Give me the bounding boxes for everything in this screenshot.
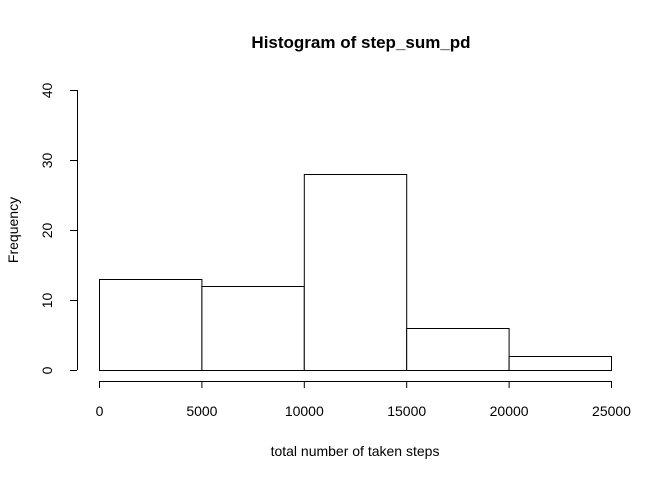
y-tick-label-2: 20 bbox=[39, 223, 55, 239]
y-axis-label: Frequency bbox=[5, 197, 21, 263]
y-tick-label-1: 10 bbox=[39, 293, 55, 309]
x-tick-label-4: 20000 bbox=[490, 403, 529, 419]
x-tick-label-1: 5000 bbox=[186, 403, 217, 419]
histogram-bar-2 bbox=[303, 174, 408, 371]
histogram-bar-0 bbox=[99, 279, 203, 371]
x-tick-label-2: 10000 bbox=[285, 403, 324, 419]
histogram-bar-1 bbox=[201, 286, 305, 371]
histogram-bar-3 bbox=[406, 328, 510, 371]
x-tick-label-3: 15000 bbox=[387, 403, 426, 419]
x-axis-label: total number of taken steps bbox=[271, 443, 440, 459]
bars-group bbox=[99, 174, 613, 371]
y-tick-label-0: 0 bbox=[39, 366, 55, 374]
x-tick-label-0: 0 bbox=[96, 403, 104, 419]
y-axis: 0 10 20 30 40 bbox=[39, 83, 78, 374]
y-tick-label-3: 30 bbox=[39, 153, 55, 169]
histogram-bar-4 bbox=[508, 356, 613, 371]
y-tick-label-4: 40 bbox=[39, 83, 55, 99]
x-axis: 0 5000 10000 15000 20000 25000 bbox=[96, 381, 631, 419]
chart-title: Histogram of step_sum_pd bbox=[251, 33, 470, 52]
x-tick-label-5: 25000 bbox=[592, 403, 631, 419]
